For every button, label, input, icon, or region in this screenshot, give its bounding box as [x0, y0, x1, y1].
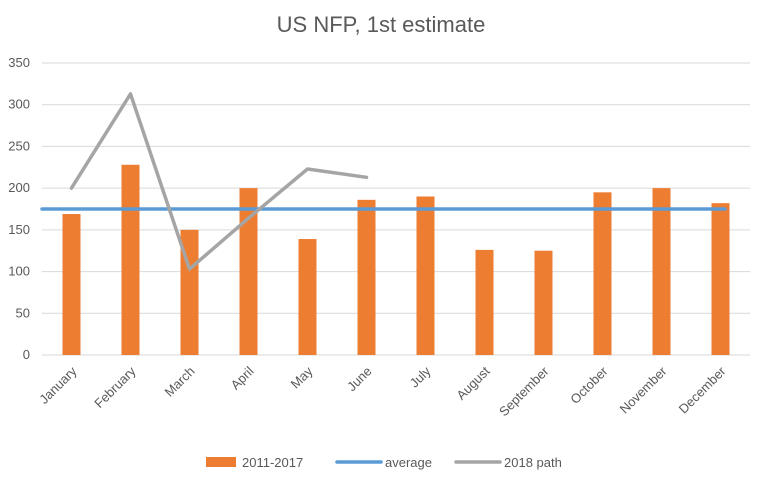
legend-label: 2018 path — [504, 455, 562, 470]
y-tick-label: 350 — [8, 55, 30, 70]
x-tick-label: July — [407, 363, 434, 390]
y-axis-ticks: 0 50 100 150 200 250 300 350 — [8, 55, 30, 362]
bar — [534, 250, 553, 355]
x-tick-label: February — [91, 363, 139, 411]
x-tick-label: September — [496, 363, 552, 419]
chart-title: US NFP, 1st estimate — [277, 12, 486, 37]
x-tick-label: October — [567, 363, 611, 407]
y-tick-label: 100 — [8, 264, 30, 279]
series-line-path-2018 — [69, 92, 369, 271]
y-tick-label: 250 — [8, 138, 30, 153]
x-tick-label: August — [453, 363, 492, 402]
bar — [239, 188, 258, 355]
bar — [416, 196, 435, 355]
x-tick-label: December — [676, 363, 729, 416]
y-tick-label: 200 — [8, 180, 30, 195]
bar — [298, 239, 317, 355]
bar — [357, 199, 376, 355]
y-tick-label: 300 — [8, 97, 30, 112]
x-tick-label: November — [617, 363, 670, 416]
bar — [62, 214, 81, 355]
legend-swatch — [206, 457, 236, 467]
x-tick-label: June — [344, 364, 375, 395]
line-series — [40, 92, 727, 271]
bar — [121, 164, 140, 355]
y-tick-label: 0 — [23, 347, 30, 362]
legend-label: 2011-2017 — [242, 455, 303, 470]
legend-label: average — [385, 455, 432, 470]
legend: 2011-2017 average 2018 path — [206, 455, 562, 470]
y-tick-label: 150 — [8, 222, 30, 237]
bar — [711, 203, 730, 355]
bar — [593, 192, 612, 355]
bar — [475, 249, 494, 355]
x-tick-label: April — [228, 363, 257, 392]
bar — [652, 188, 671, 355]
gridlines — [42, 62, 750, 356]
y-tick-label: 50 — [16, 305, 30, 320]
x-tick-label: January — [36, 363, 80, 407]
x-tick-label: May — [288, 363, 316, 391]
x-tick-label: March — [161, 364, 197, 400]
bar-series — [62, 164, 730, 355]
x-axis-ticks: January February March April May June July Augu… — [36, 363, 729, 419]
